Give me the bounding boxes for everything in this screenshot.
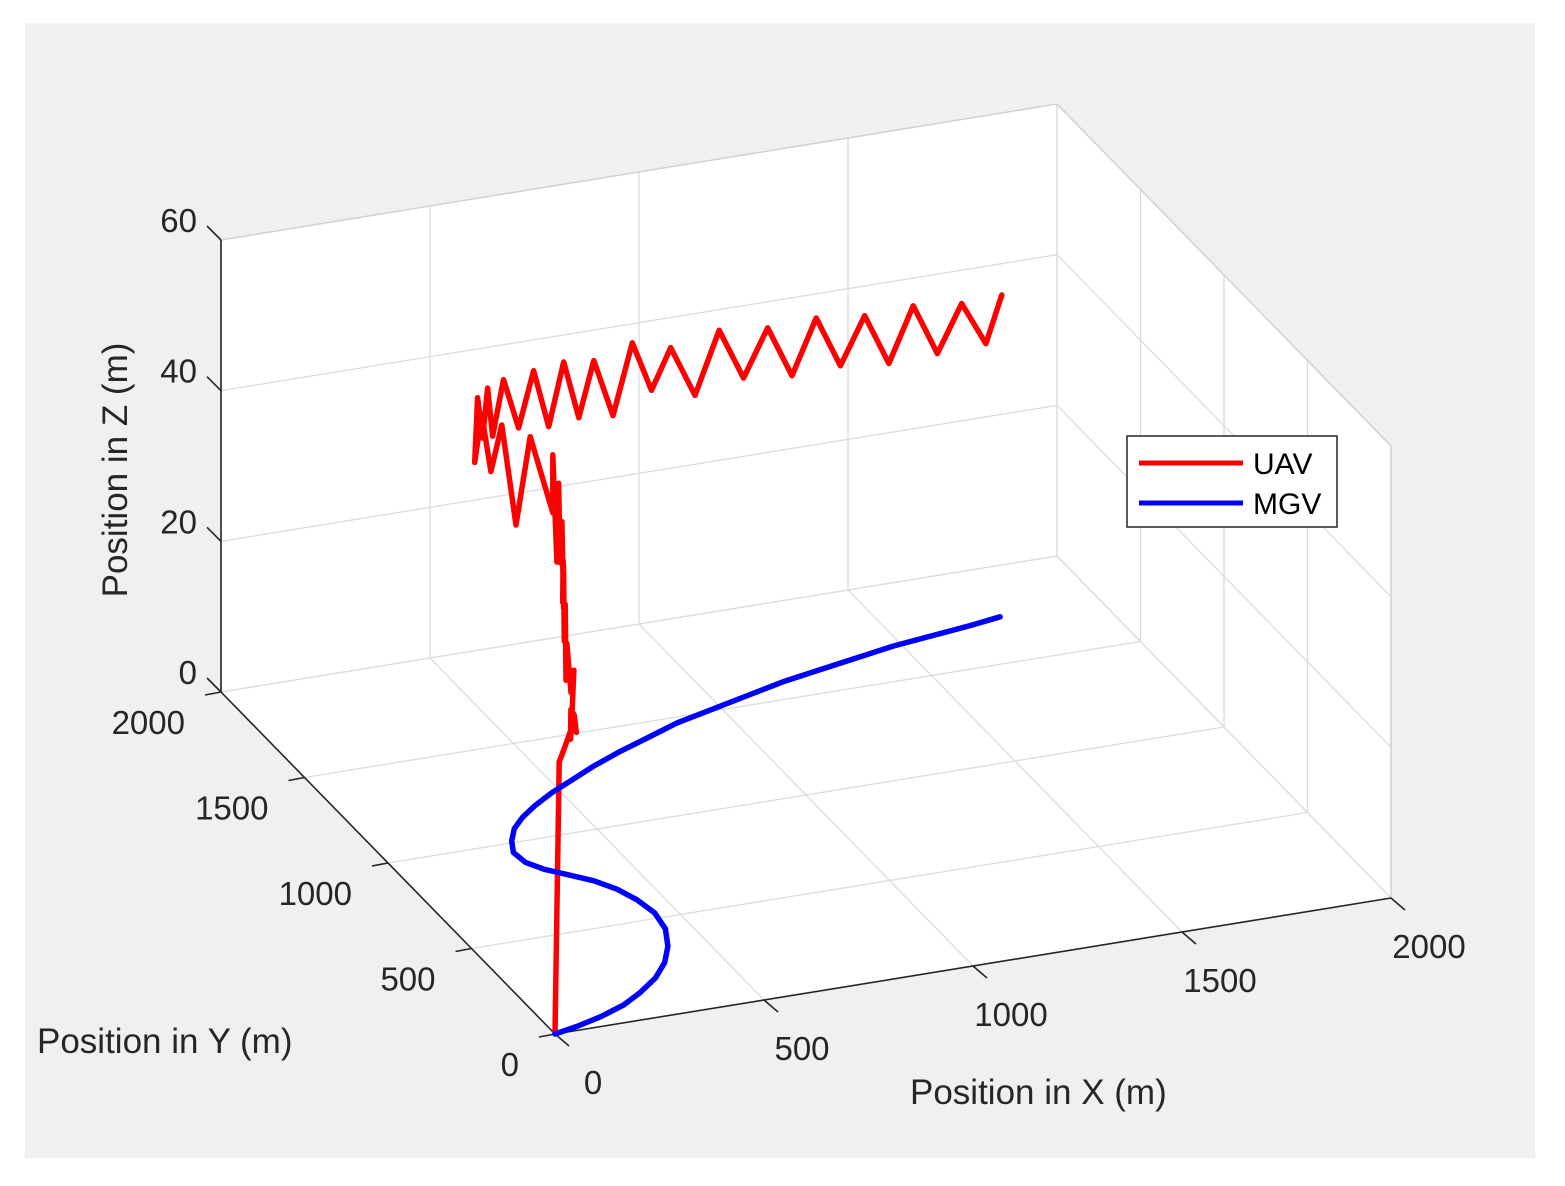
x-tick <box>972 965 988 979</box>
grid-line-z-back <box>220 404 1058 542</box>
grid-line-z-side <box>1056 254 1392 598</box>
y-tick-label: 500 <box>380 961 435 998</box>
y-tick-label: 2000 <box>112 704 185 741</box>
legend-box <box>1126 435 1338 528</box>
x-axis-label: Position in X (m) <box>910 1073 1167 1112</box>
legend-label-uav: UAV <box>1253 448 1312 481</box>
z-tick <box>206 677 222 693</box>
x-tick-label: 1000 <box>974 996 1047 1033</box>
x-tick <box>1181 931 1197 945</box>
grid-line-y-floor <box>304 640 1141 779</box>
y-axis-label: Position in Y (m) <box>37 1022 292 1061</box>
y-tick-label: 0 <box>501 1046 519 1083</box>
series-line-mgv <box>508 614 1003 1037</box>
grid-line-z-back <box>220 555 1058 693</box>
z-tick-label: 0 <box>179 654 197 691</box>
grid-line-z-side <box>1056 555 1392 899</box>
box-edge-top-back <box>220 103 1058 241</box>
series-line-uav <box>471 292 1005 1037</box>
x-tick <box>763 999 779 1013</box>
x-tick <box>1390 897 1406 911</box>
y-tick-label: 1500 <box>195 790 268 827</box>
legend[interactable]: UAV MGV <box>1126 435 1338 528</box>
z-tick <box>206 376 222 392</box>
y-tick <box>371 862 389 867</box>
y-tick <box>288 776 305 782</box>
grid-line-z-back <box>220 254 1058 392</box>
z-axis-label: Position in Z (m) <box>96 343 135 598</box>
y-tick <box>455 947 472 953</box>
z-tick <box>206 225 222 241</box>
y-tick <box>204 691 222 696</box>
grid-line-y-floor <box>471 811 1308 950</box>
grid-line-z-side <box>1056 404 1392 748</box>
z-tick-label: 60 <box>160 202 197 239</box>
x-tick-label: 0 <box>584 1064 602 1101</box>
z-tick-label: 40 <box>160 353 197 390</box>
x-tick-label: 500 <box>774 1030 829 1067</box>
x-tick-label: 2000 <box>1392 928 1465 965</box>
z-tick <box>206 526 222 542</box>
z-tick-label: 20 <box>160 503 197 540</box>
legend-label-mgv: MGV <box>1253 488 1321 521</box>
y-tick-label: 1000 <box>279 875 352 912</box>
box-edge-top-side <box>1056 103 1392 447</box>
axis-ticks: 0 500 1000 1500 2000 0 500 1000 1500 2000 0 20 40 60 <box>112 202 1466 1101</box>
series-group <box>471 292 1005 1037</box>
grid-line-y-floor <box>387 726 1225 864</box>
x-tick-label: 1500 <box>1183 962 1256 999</box>
